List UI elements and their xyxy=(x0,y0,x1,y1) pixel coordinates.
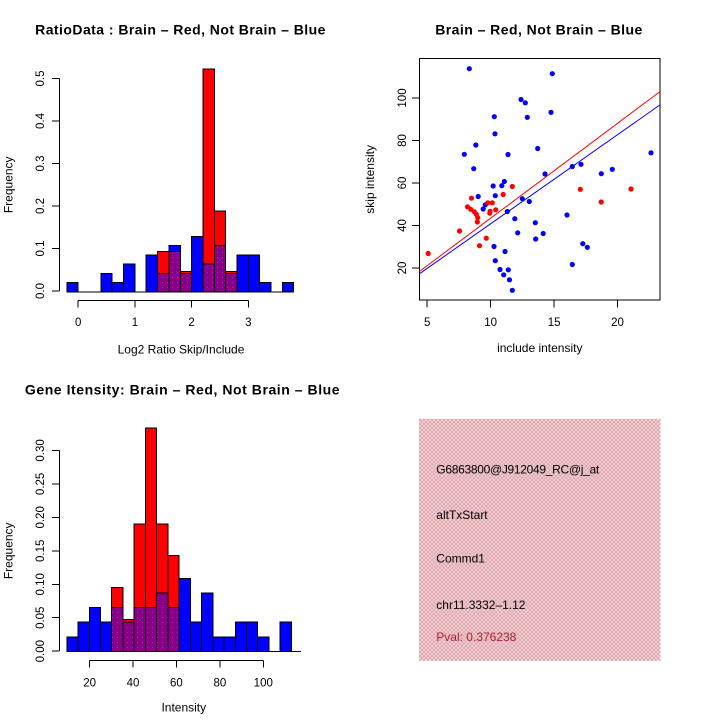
svg-text:5: 5 xyxy=(424,317,430,329)
svg-text:0.1: 0.1 xyxy=(35,241,47,257)
svg-text:altTxStart: altTxStart xyxy=(436,508,488,522)
svg-text:RatioData : Brain – Red, Not B: RatioData : Brain – Red, Not Brain – Blu… xyxy=(35,22,326,38)
svg-text:3: 3 xyxy=(245,317,251,329)
svg-text:Brain – Red, Not Brain – Blue: Brain – Red, Not Brain – Blue xyxy=(435,22,643,38)
svg-text:60: 60 xyxy=(170,678,183,690)
svg-text:10: 10 xyxy=(484,317,497,329)
svg-text:100: 100 xyxy=(254,678,273,690)
svg-text:20: 20 xyxy=(611,317,624,329)
svg-text:Intensity: Intensity xyxy=(161,701,206,715)
svg-text:0.00: 0.00 xyxy=(35,640,47,662)
svg-text:80: 80 xyxy=(397,134,409,147)
svg-text:60: 60 xyxy=(397,177,409,190)
svg-text:80: 80 xyxy=(213,678,226,690)
svg-text:Commd1: Commd1 xyxy=(436,551,485,565)
svg-text:Frequency: Frequency xyxy=(2,522,16,579)
svg-text:40: 40 xyxy=(127,678,140,690)
svg-text:0.10: 0.10 xyxy=(35,573,47,595)
svg-text:20: 20 xyxy=(397,262,409,275)
svg-text:0.5: 0.5 xyxy=(35,71,47,87)
svg-text:chr11.3332–1.12: chr11.3332–1.12 xyxy=(436,598,526,612)
svg-text:15: 15 xyxy=(548,317,561,329)
svg-text:include intensity: include intensity xyxy=(497,341,582,355)
svg-text:0.05: 0.05 xyxy=(35,607,47,629)
svg-text:0.20: 0.20 xyxy=(35,506,47,528)
svg-text:Log2 Ratio Skip/Include: Log2 Ratio Skip/Include xyxy=(118,343,245,357)
svg-text:Gene Itensity: Brain – Red, No: Gene Itensity: Brain – Red, Not Brain – … xyxy=(25,382,340,398)
svg-text:0.4: 0.4 xyxy=(35,112,47,129)
svg-text:100: 100 xyxy=(397,88,409,107)
svg-text:0.2: 0.2 xyxy=(35,198,47,214)
svg-text:0.0: 0.0 xyxy=(35,283,47,299)
svg-text:0.15: 0.15 xyxy=(35,540,47,562)
svg-text:20: 20 xyxy=(83,678,96,690)
svg-text:0: 0 xyxy=(75,317,81,329)
svg-text:Pval: 0.376238: Pval: 0.376238 xyxy=(436,630,516,644)
svg-text:1: 1 xyxy=(132,317,138,329)
svg-text:skip intensity: skip intensity xyxy=(363,145,377,214)
svg-text:Frequency: Frequency xyxy=(2,156,16,213)
svg-text:40: 40 xyxy=(397,219,409,232)
svg-text:2: 2 xyxy=(188,317,194,329)
svg-text:G6863800@J912049_RC@j_at: G6863800@J912049_RC@j_at xyxy=(436,463,600,477)
svg-text:0.25: 0.25 xyxy=(35,473,47,495)
svg-text:0.30: 0.30 xyxy=(35,439,47,461)
svg-text:0.3: 0.3 xyxy=(35,156,47,172)
